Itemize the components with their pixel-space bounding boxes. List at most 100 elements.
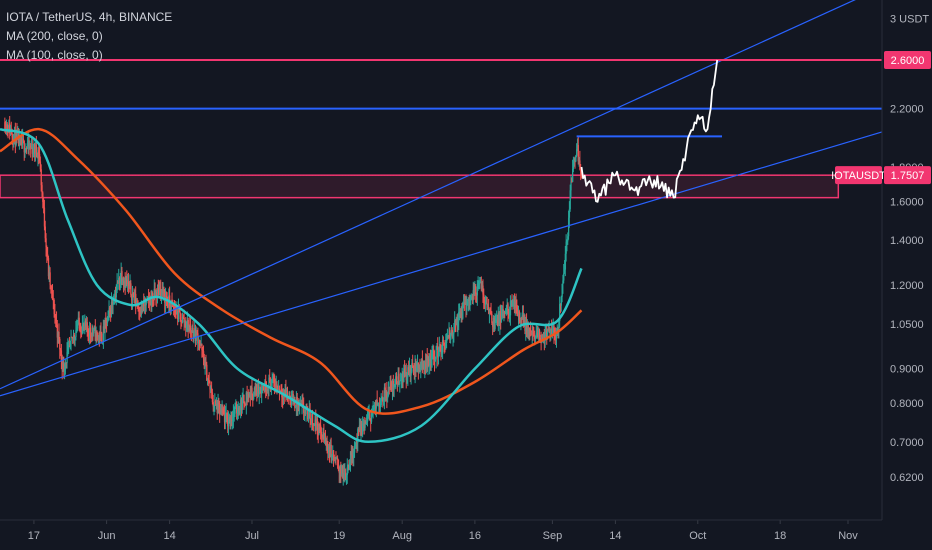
candle-body [463,302,466,304]
candle-body [327,446,329,452]
ma100-line [0,127,583,444]
candle-body [206,378,209,381]
candle-body [38,150,40,154]
candle-body [354,444,357,446]
candle-body [349,451,352,463]
candle-body [189,325,191,327]
candle-body [488,309,491,314]
candle-body [526,323,529,333]
candle-body [277,388,279,390]
candle-body [30,147,33,149]
candle-body [204,362,206,369]
candle-body [350,451,353,456]
candle-body [348,464,350,469]
candle-body [240,399,243,410]
ma100-legend[interactable]: MA (100, close, 0) [6,48,103,62]
candle-body [407,367,409,378]
candle-body [544,333,546,341]
candle-body [285,389,287,398]
candle-body [521,318,523,320]
candle-body [397,373,399,385]
candle-body [506,304,508,312]
candle-body [212,402,214,407]
last-price-tag-text: 1.7507 [891,170,925,182]
candle-body [140,305,143,315]
candle-body [107,310,109,317]
candle-body [563,269,566,274]
symbol-title[interactable]: IOTA / TetherUS, 4h, BINANCE [6,10,173,24]
ma200-line [0,127,583,415]
candle-body [314,419,316,424]
candle-body [74,336,76,338]
candle-body [76,328,78,331]
candle-body [160,289,163,298]
candle-body [137,305,139,308]
candle-body [252,394,254,400]
candle-body [366,421,368,424]
candle-body [67,347,69,353]
candle-body [108,308,110,311]
candle-body [579,160,581,170]
candle-body [243,394,245,403]
candle-body [528,327,530,337]
candle-body [80,331,83,334]
candle-body [422,360,424,369]
candle-body [387,386,390,396]
candle-body [326,440,328,447]
candle-body [160,288,162,298]
candle-body [338,469,340,474]
candle-body [93,327,96,329]
candle-body [576,149,578,156]
candle-body [475,286,477,295]
candle-body [234,407,236,414]
x-tick-label: 19 [333,530,345,542]
candle-body [184,321,186,324]
candle-body [89,327,92,334]
candle-body [328,448,331,454]
candle-body [106,320,108,324]
candle-body [62,364,64,371]
candle-body [76,324,79,329]
candle-body [402,375,404,383]
candle-body [320,431,323,436]
candle-body [367,413,369,417]
candle-body [125,279,127,288]
candle-body [369,411,371,420]
candle-body [428,359,430,366]
candle-body [431,353,433,358]
candle-body [529,327,531,331]
candle-body [349,462,351,469]
candle-body [547,329,550,331]
candle-body [365,422,367,424]
candle-body [230,419,232,424]
candle-body [81,325,84,334]
candle-body [253,388,256,395]
candle-body [14,129,17,145]
candle-body [294,399,296,408]
candle-body [385,391,387,393]
candle-body [211,392,214,403]
candle-body [191,327,193,333]
candle-body [559,304,562,306]
candle-body [321,435,323,438]
candle-body [203,358,206,369]
candle-body [98,335,101,340]
candle-body [384,387,386,393]
candle-body [530,330,533,335]
candle-body [429,358,432,366]
ma200-legend[interactable]: MA (200, close, 0) [6,29,103,43]
candle-body [555,334,558,339]
candle-body [269,381,272,390]
candle-body [309,410,311,421]
candle-body [512,300,514,307]
candle-body [576,145,579,150]
candle-body [439,346,441,352]
y-tick-label: 1.6000 [890,196,924,208]
candle-body [87,329,89,334]
candle-body [381,397,383,401]
candle-body [517,309,519,316]
candle-body [252,394,255,400]
candle-body [56,324,59,338]
candle-body [488,306,490,314]
